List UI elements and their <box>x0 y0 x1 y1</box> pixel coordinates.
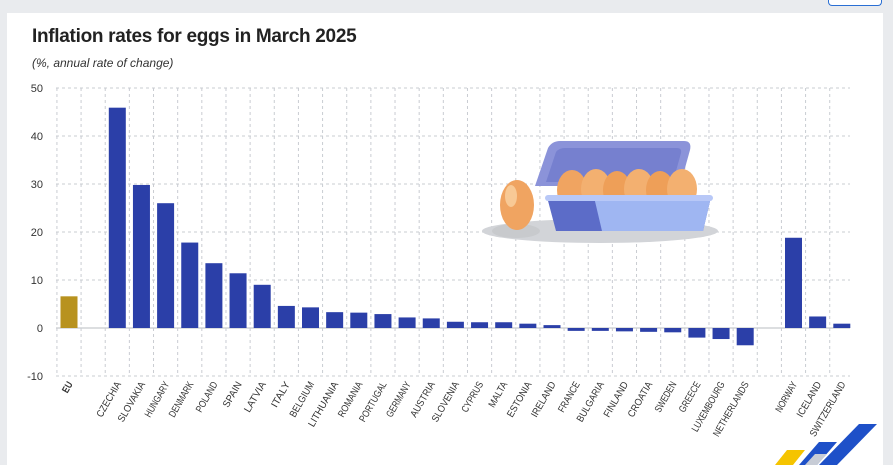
bar-malta <box>495 322 513 328</box>
bar-switzerland <box>833 323 851 328</box>
bars <box>60 107 851 346</box>
bar-norway <box>785 237 802 328</box>
bar-hungary <box>157 203 175 328</box>
y-tick-label: -10 <box>27 371 43 383</box>
bar-cyprus <box>471 322 489 328</box>
bar-finland <box>615 328 633 332</box>
y-tick-label: 0 <box>37 323 43 335</box>
bar-lithuania <box>326 312 344 328</box>
gridlines <box>56 87 850 377</box>
bar-denmark <box>181 242 199 328</box>
bar-austria <box>422 318 440 328</box>
x-tick-label: FRANCE <box>556 380 582 415</box>
y-tick-label: 50 <box>31 83 43 95</box>
bar-netherlands <box>736 328 754 346</box>
bar-greece <box>688 328 706 338</box>
chart-subtitle: (%, annual rate of change) <box>32 56 174 70</box>
corner-tab[interactable] <box>828 0 882 6</box>
y-axis-labels: -10 0 10 20 30 40 50 <box>27 83 43 383</box>
bar-ireland <box>543 325 561 328</box>
bar-czechia <box>108 107 126 329</box>
x-axis-labels: EU CZECHIASLOVAKIAHUNGARYDENMARKPOLANDSPA… <box>60 380 848 439</box>
x-tick-label: LATVIA <box>242 380 268 415</box>
bar-latvia <box>253 284 271 328</box>
bar-portugal <box>374 314 392 328</box>
x-tick-label: SWEDEN <box>653 380 679 415</box>
bar-poland <box>205 263 223 328</box>
bar-romania <box>350 312 368 328</box>
chart-title: Inflation rates for eggs in March 2025 <box>32 26 357 47</box>
bar-spain <box>229 273 247 328</box>
bar-luxembourg <box>712 328 730 340</box>
bar-belgium <box>302 307 319 328</box>
bar-slovenia <box>446 321 464 328</box>
y-tick-label: 10 <box>31 275 43 287</box>
bar-estonia <box>519 323 537 328</box>
x-tick-label: CYPRUS <box>460 380 486 415</box>
y-tick-label: 40 <box>31 131 43 143</box>
x-tick-label: ITALY <box>269 380 293 410</box>
y-tick-label: 30 <box>31 179 43 191</box>
bar-germany <box>398 317 416 328</box>
x-tick-label: NORWAY <box>774 380 800 415</box>
x-tick-label: EU <box>60 380 75 395</box>
bar-eu <box>60 296 78 328</box>
bar-croatia <box>640 328 658 332</box>
x-tick-label: SPAIN <box>221 380 245 410</box>
y-tick-label: 20 <box>31 227 43 239</box>
bar-slovakia <box>132 184 150 328</box>
bar-bulgaria <box>591 328 609 331</box>
bar-sweden <box>664 328 682 333</box>
bar-iceland <box>809 316 827 328</box>
x-tick-label: GREECE <box>677 380 703 415</box>
egg-carton-icon <box>482 141 718 243</box>
eurostat-corner-logo <box>775 424 877 465</box>
x-tick-label: POLAND <box>194 380 220 415</box>
x-tick-label: MALTA <box>487 380 511 410</box>
bar-france <box>567 328 585 331</box>
bar-italy <box>277 305 295 328</box>
